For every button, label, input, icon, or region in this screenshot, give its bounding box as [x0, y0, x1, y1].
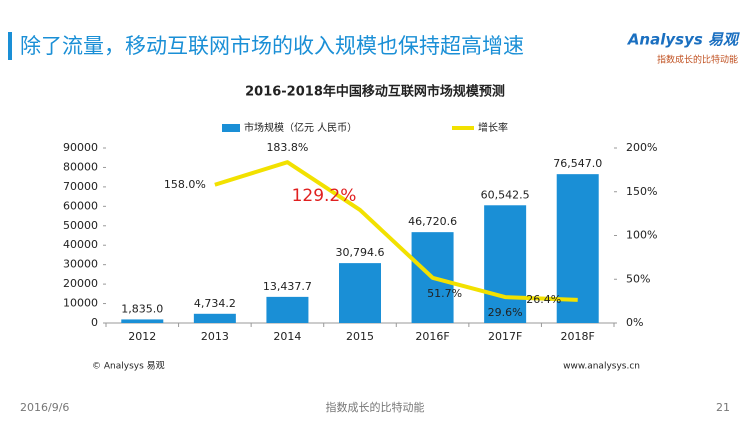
y2-tick-label: 100%: [626, 229, 657, 242]
y-tick-label: 60000: [63, 199, 98, 212]
footer-date: 2016/9/6: [20, 401, 69, 414]
x-tick-label: 2013: [201, 330, 229, 343]
legend-swatch: [222, 124, 240, 132]
page-number: 21: [716, 401, 730, 414]
y-tick-label: 10000: [63, 297, 98, 310]
bar: [266, 296, 309, 323]
bar-label: 4,734.2: [194, 297, 236, 310]
x-tick-label: 2016F: [415, 330, 449, 343]
y-tick-label: 70000: [63, 180, 98, 193]
x-tick-label: 2014: [273, 330, 301, 343]
y2-tick-label: 150%: [626, 185, 657, 198]
y-tick-label: 20000: [63, 277, 98, 290]
y2-tick-label: 0%: [626, 316, 643, 329]
line-label: 183.8%: [266, 141, 308, 154]
y-tick-label: 50000: [63, 219, 98, 232]
y-tick-label: 90000: [63, 141, 98, 154]
x-tick-label: 2017F: [488, 330, 522, 343]
bar-label: 76,547.0: [553, 157, 602, 170]
x-tick-label: 2015: [346, 330, 374, 343]
logo: Analysys 易观: [627, 31, 740, 49]
slide-title: 除了流量，移动互联网市场的收入规模也保持超高增速: [20, 34, 524, 58]
slogan: 指数成长的比特动能: [657, 54, 738, 66]
bar-label: 60,542.5: [481, 188, 530, 201]
bar-label: 1,835.0: [121, 302, 163, 315]
bar: [339, 263, 381, 323]
footer-center: 指数成长的比特动能: [326, 400, 425, 414]
y-tick-label: 40000: [63, 238, 98, 251]
chart-title: 2016-2018年中国移动互联网市场规模预测: [245, 84, 505, 100]
y-tick-label: 30000: [63, 258, 98, 271]
bar: [193, 313, 236, 323]
bar: [484, 205, 527, 323]
bar-label: 13,437.7: [263, 280, 312, 293]
growth-line: [214, 160, 578, 302]
bar: [121, 319, 164, 323]
x-tick-label: 2012: [128, 330, 156, 343]
y2-tick-label: 200%: [626, 141, 657, 154]
y2-tick-label: 50%: [626, 272, 650, 285]
website: www.analysys.cn: [563, 362, 640, 372]
x-tick-label: 2018F: [561, 330, 595, 343]
bar-label: 30,794.6: [336, 246, 385, 259]
source: © Analysys 易观: [92, 361, 165, 372]
legend-label: 市场规模（亿元 人民币）: [244, 121, 357, 134]
line-label: 129.2%: [292, 186, 357, 206]
line-label: 26.4%: [526, 293, 561, 306]
line-label: 158.0%: [164, 178, 206, 191]
y-tick-label: 0: [91, 316, 98, 329]
line-label: 29.6%: [488, 306, 523, 319]
legend-label: 增长率: [478, 121, 508, 134]
y-tick-label: 80000: [63, 160, 98, 173]
line-label: 51.7%: [427, 287, 462, 300]
header-accent: [8, 32, 12, 60]
bar-label: 46,720.6: [408, 215, 457, 228]
